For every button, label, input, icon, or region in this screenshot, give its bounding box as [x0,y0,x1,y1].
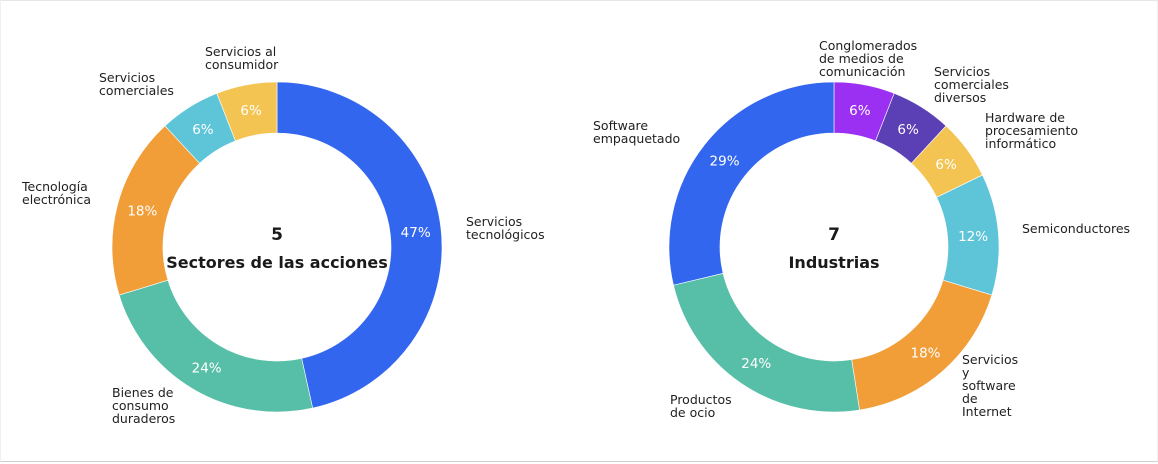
slice-percent-label: 24% [741,356,771,372]
slice-category-label: Hardware de procesamiento informático [985,110,1078,151]
sectors-donut: 47% Servicios tecnológicos 24% Bienes de cons… [21,44,545,426]
center-count: 7 [828,225,840,245]
slice-percent-label: 6% [240,103,262,119]
slice-percent-label: 18% [910,345,940,361]
center-title: Industrias [788,253,879,272]
slice-percent-label: 24% [192,360,222,376]
slice-category-label: Conglomerados de medios de comunicación [819,38,917,79]
slice-category-label: Productos de ocio [670,392,732,420]
slice-percent-label: 18% [127,204,157,220]
slice-percent-label: 6% [897,122,919,138]
slice-category-label: Servicios comerciales diversos [934,64,1009,105]
slice-category-label: Tecnología electrónica [21,179,91,207]
slice-percent-label: 29% [710,154,740,170]
slice-percent-label: 6% [849,103,871,119]
industries-donut: 6% Conglomerados de medios de comunicación 6… [593,38,1130,420]
slice-category-label: Servicios al consumidor [205,44,279,72]
center-title: Sectores de las acciones [166,253,388,272]
slice-category-label: Servicios comerciales [99,70,174,98]
donut-slice[interactable] [276,81,443,409]
slice-percent-label: 6% [935,157,957,173]
slice-category-label: Servicios y software de Internet [962,352,1018,419]
slice-category-label: Bienes de consumo duraderos [112,385,175,426]
donut-slice[interactable] [668,81,835,286]
slice-percent-label: 47% [401,225,431,241]
slice-category-label: Semiconductores [1022,221,1130,236]
slice-category-label: Software empaquetado [593,118,680,146]
center-count: 5 [271,225,283,245]
slice-percent-label: 12% [958,229,988,245]
slice-percent-label: 6% [192,122,214,138]
slice-category-label: Servicios tecnológicos [466,214,545,242]
donut-slice[interactable] [216,81,278,142]
